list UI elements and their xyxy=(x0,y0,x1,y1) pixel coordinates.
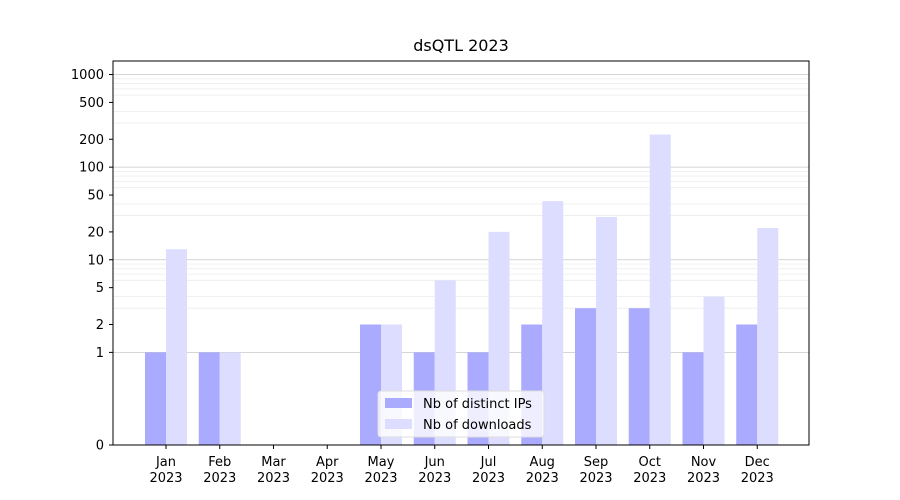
y-axis: 0 1 2 5 10 20 50 100 200 500 1000 xyxy=(71,68,113,454)
bar-downloads xyxy=(649,134,671,446)
y-tick-label: 5 xyxy=(96,281,104,296)
x-tick-label: Dec 2023 xyxy=(741,455,774,486)
x-axis: Jan 2023 Feb 2023 Mar 2023 Apr 2023 May 2023 Jun 20… xyxy=(149,445,774,486)
bar-distinct-ips xyxy=(575,308,596,445)
y-tick-label: 0 xyxy=(96,439,104,454)
plot-frame xyxy=(112,60,810,446)
bar-downloads xyxy=(542,201,564,445)
x-tick-label: Oct 2023 xyxy=(633,455,666,486)
x-tick-label: Apr 2023 xyxy=(311,455,344,486)
y-tick-label: 50 xyxy=(87,189,104,204)
bar-downloads xyxy=(166,249,187,445)
y-tick-label: 20 xyxy=(87,225,104,240)
y-tick-label: 10 xyxy=(87,253,104,268)
bar-downloads xyxy=(596,216,617,445)
y-tick-label: 200 xyxy=(79,133,104,148)
y-tick-label: 1 xyxy=(96,346,104,361)
bar-distinct-ips xyxy=(198,352,220,445)
x-tick-label: May 2023 xyxy=(364,455,397,486)
legend-label: Nb of distinct IPs xyxy=(423,397,532,412)
x-tick-label: Nov 2023 xyxy=(687,455,720,486)
chart-title: dsQTL 2023 xyxy=(413,36,509,55)
x-tick-label: Jul 2023 xyxy=(472,455,505,486)
x-tick-label: Jun 2023 xyxy=(418,455,451,486)
bar-distinct-ips xyxy=(145,352,166,445)
bar-downloads xyxy=(703,296,725,445)
legend-swatch xyxy=(385,419,412,429)
x-tick-label: Mar 2023 xyxy=(257,455,290,486)
y-tick-label: 1000 xyxy=(71,68,104,83)
x-tick-label: Sep 2023 xyxy=(579,455,612,486)
x-tick-label: Aug 2023 xyxy=(526,455,559,486)
x-tick-label: Feb 2023 xyxy=(203,455,236,486)
bar-distinct-ips xyxy=(628,308,650,445)
bar-distinct-ips xyxy=(682,352,704,445)
y-tick-label: 500 xyxy=(79,96,104,111)
x-tick-label: Jan 2023 xyxy=(149,455,182,486)
y-tick-label: 2 xyxy=(96,318,104,333)
legend: Nb of distinct IPs Nb of downloads xyxy=(377,390,545,438)
legend-box xyxy=(377,390,545,438)
legend-label: Nb of downloads xyxy=(423,418,532,433)
y-tick-label: 100 xyxy=(79,161,104,176)
bar-downloads xyxy=(757,228,779,445)
bar-distinct-ips xyxy=(360,324,381,445)
legend-swatch xyxy=(385,398,412,408)
bar-distinct-ips xyxy=(736,324,758,445)
bar-downloads xyxy=(219,352,241,445)
